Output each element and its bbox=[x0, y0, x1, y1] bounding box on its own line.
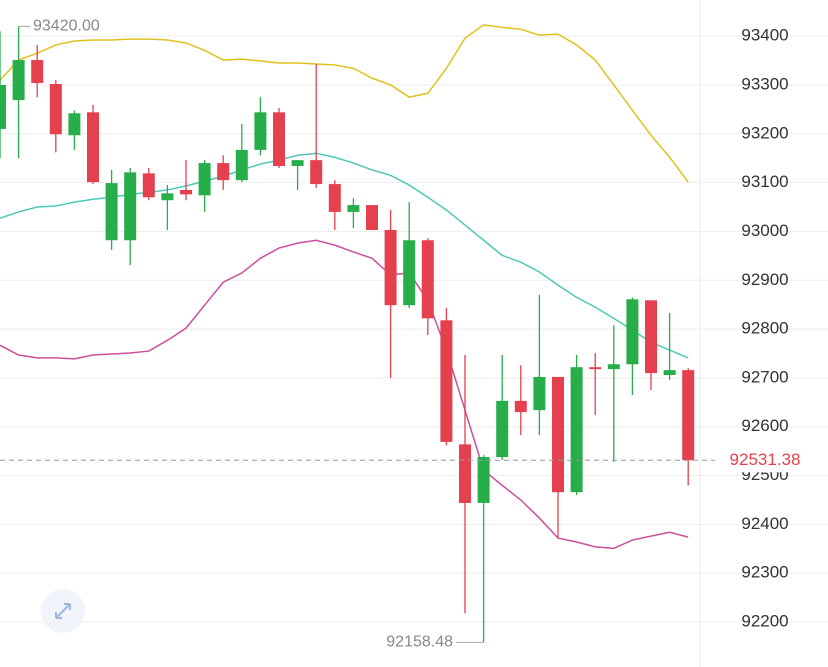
candle-body bbox=[589, 367, 602, 370]
candle-body bbox=[403, 240, 416, 306]
candle-body bbox=[180, 189, 192, 195]
candle-body bbox=[440, 320, 453, 442]
candle-body bbox=[87, 112, 99, 183]
candle-body bbox=[663, 370, 676, 376]
band-line bbox=[0, 152, 689, 359]
candle-body bbox=[645, 300, 657, 374]
candle-body bbox=[31, 60, 44, 84]
min-marker-label: 92158.48 bbox=[386, 634, 453, 651]
candle-body bbox=[235, 149, 248, 181]
y-tick-label: 93100 bbox=[741, 172, 788, 191]
candle-body bbox=[254, 112, 267, 150]
candle-body bbox=[49, 83, 62, 135]
y-tick-label: 92800 bbox=[741, 319, 788, 338]
candle-body bbox=[384, 229, 397, 306]
y-tick-label: 92400 bbox=[741, 514, 788, 533]
candle-body bbox=[273, 112, 285, 167]
candle-body bbox=[496, 400, 509, 458]
candle-body bbox=[682, 370, 695, 461]
last-price-box bbox=[716, 448, 828, 473]
y-tick-label: 93000 bbox=[741, 221, 788, 240]
band-line bbox=[0, 239, 689, 550]
candle-body bbox=[198, 163, 211, 196]
y-tick-label: 92200 bbox=[741, 612, 788, 631]
candle-body bbox=[477, 457, 490, 503]
candle-body bbox=[328, 184, 341, 212]
candle-body bbox=[347, 205, 360, 212]
y-tick-label: 92900 bbox=[741, 270, 788, 289]
candle-body bbox=[533, 376, 546, 411]
candle-body bbox=[291, 160, 304, 167]
candle-body bbox=[217, 163, 230, 181]
y-tick-label: 93400 bbox=[741, 26, 788, 45]
candle-body bbox=[161, 193, 174, 201]
candle-body bbox=[626, 299, 639, 365]
candle-body bbox=[0, 84, 6, 129]
y-tick-label: 93300 bbox=[741, 74, 788, 93]
expand-button[interactable] bbox=[41, 589, 85, 633]
candle-body bbox=[421, 240, 434, 319]
candle-body bbox=[12, 60, 25, 101]
y-tick-label: 92700 bbox=[741, 367, 788, 386]
candle-body bbox=[68, 113, 81, 136]
band-line bbox=[0, 24, 689, 183]
last-price-label: 92531.38 bbox=[730, 450, 801, 469]
y-tick-label: 92600 bbox=[741, 416, 788, 435]
candle-body bbox=[570, 367, 583, 493]
candle-body bbox=[366, 205, 378, 230]
candle-body bbox=[124, 172, 137, 241]
candle-body bbox=[607, 364, 620, 370]
candle-body bbox=[514, 400, 527, 413]
candle-body bbox=[459, 444, 471, 503]
candle-body bbox=[105, 183, 118, 241]
y-tick-label: 92300 bbox=[741, 563, 788, 582]
y-tick-label: 93200 bbox=[741, 123, 788, 142]
candle-body bbox=[142, 173, 155, 198]
candle-body bbox=[552, 376, 564, 493]
max-marker-label: 93420.00 bbox=[33, 18, 100, 35]
candle-body bbox=[310, 160, 323, 185]
